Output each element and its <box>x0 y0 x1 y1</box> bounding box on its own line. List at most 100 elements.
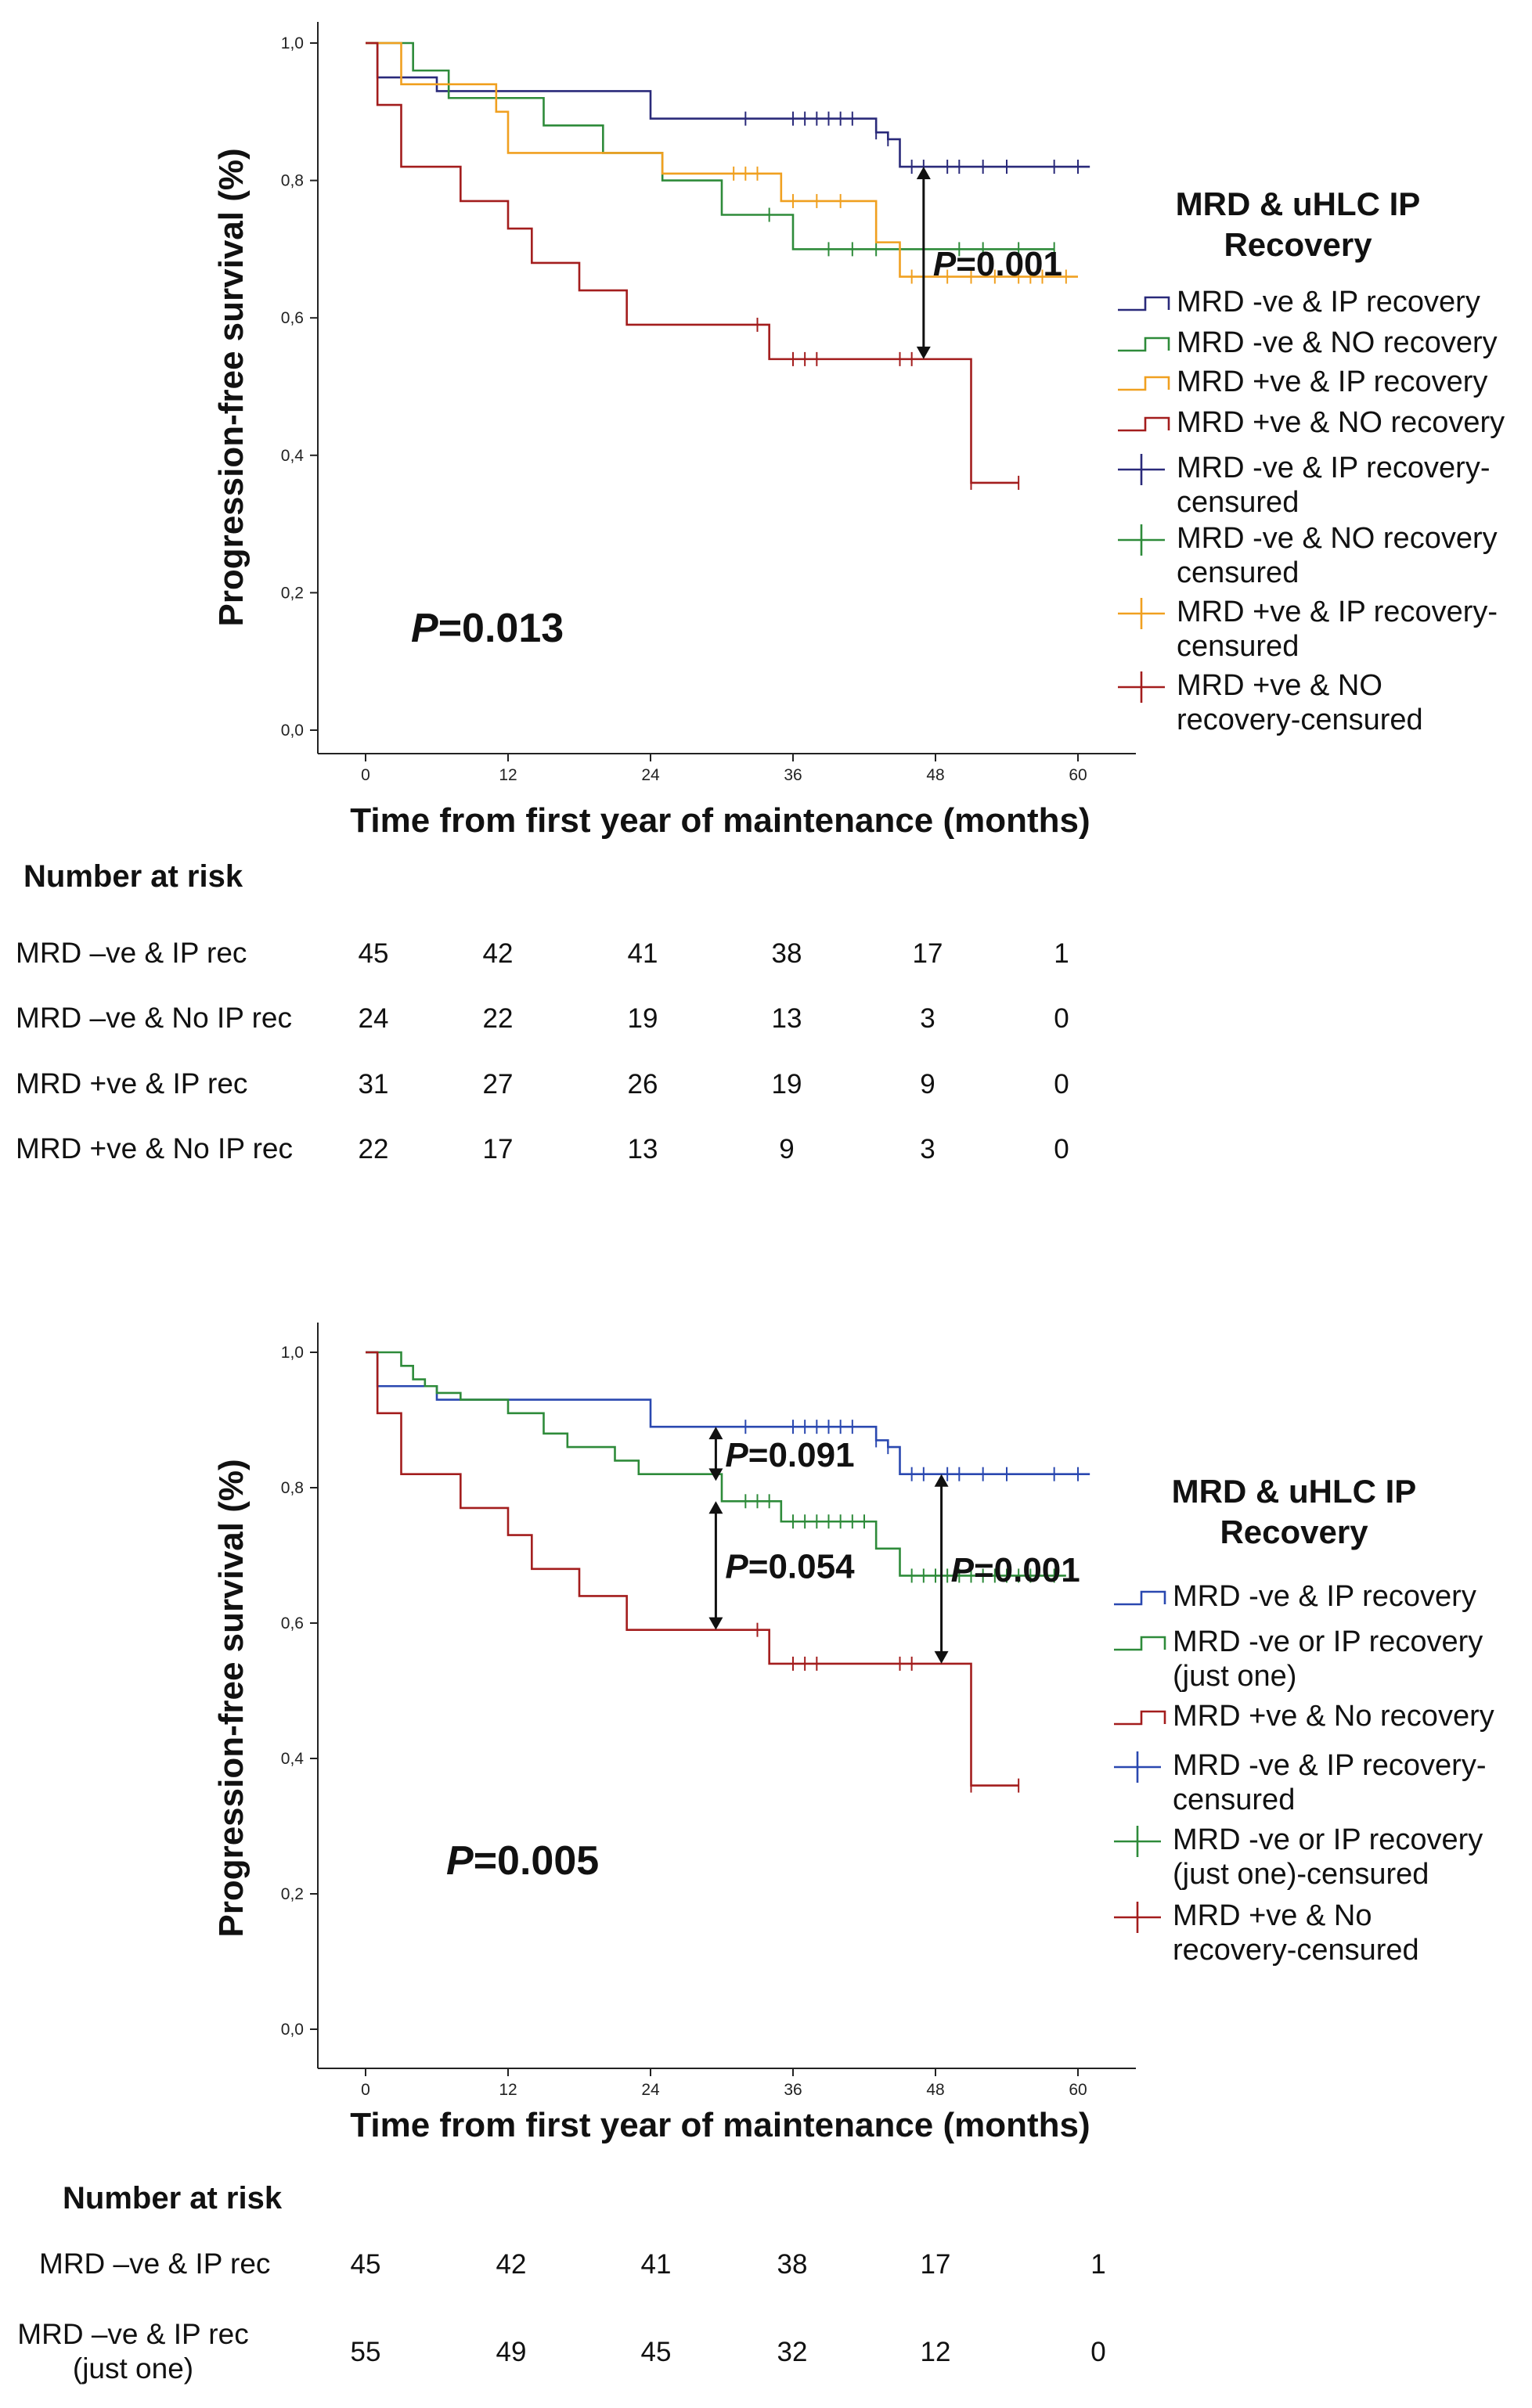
arrow-head-up <box>708 1501 723 1514</box>
comparison-p-value: P=0.091 <box>725 1436 854 1474</box>
legend-entry-label: MRD -ve & IP recovery- <box>1177 452 1490 484</box>
risk-count: 17 <box>913 938 943 969</box>
legend-line-swatch <box>1114 1590 1166 1606</box>
comparison-p-value: P=0.001 <box>933 245 1062 283</box>
x-tick-label: 0 <box>361 2081 370 2099</box>
risk-row-label: MRD +ve & IP rec <box>16 1067 247 1100</box>
y-tick-label: 0,6 <box>281 1614 304 1632</box>
x-tick-label: 36 <box>784 766 802 784</box>
series-a <box>366 41 1090 490</box>
x-tick-label: 0 <box>361 766 370 784</box>
risk-count: 49 <box>496 2337 527 2367</box>
risk-count: 0 <box>1054 1003 1069 1034</box>
legend-entry-label: censured <box>1177 556 1299 589</box>
comparison-p-value: P=0.001 <box>951 1551 1080 1589</box>
ticks-a: 0,0 0,2 0,4 0,6 0,8 1,0 0 12 24 36 48 60 <box>281 34 1087 784</box>
axes-a <box>317 22 1136 754</box>
legend-entry-label: MRD +ve & IP recovery- <box>1177 596 1498 628</box>
legend-entry-label: MRD +ve & No <box>1173 1899 1372 1932</box>
legend-entry-label: MRD +ve & NO recovery <box>1177 406 1505 439</box>
annotations-a: P=0.001 <box>916 167 1062 359</box>
legend-entry-label: MRD -ve & NO recovery <box>1177 522 1498 555</box>
risk-count: 32 <box>777 2337 808 2367</box>
risk-count: 55 <box>351 2337 381 2367</box>
ticks-b: 0,0 0,2 0,4 0,6 0,8 1,0 0 12 24 36 48 60 <box>281 1344 1087 2099</box>
risk-count: 38 <box>772 938 802 969</box>
legend-entry-label: MRD -ve & NO recovery <box>1177 326 1498 359</box>
y-tick-label: 0,2 <box>281 1885 304 1903</box>
legend-title: MRD & uHLC IP <box>1176 185 1421 222</box>
legend-entry-label: censured <box>1177 486 1299 519</box>
risk-count: 31 <box>359 1069 389 1100</box>
y-tick-label: 0,4 <box>281 447 305 465</box>
km-curve-mrd-ve-no-recovery <box>366 1351 1019 1787</box>
risk-row-label: MRD –ve & IP rec <box>17 2318 248 2350</box>
arrow-head-down <box>708 1617 723 1630</box>
legend-entry-label: MRD -ve & IP recovery <box>1173 1580 1476 1613</box>
risk-count: 22 <box>359 1134 389 1164</box>
x-tick-label: 24 <box>641 766 660 784</box>
legend-title: Recovery <box>1224 226 1372 263</box>
risk-count: 3 <box>920 1003 935 1034</box>
risk-table-title: Number at risk <box>63 2181 283 2215</box>
risk-count: 19 <box>628 1003 658 1034</box>
risk-count: 0 <box>1054 1069 1069 1100</box>
risk-count: 9 <box>920 1069 935 1100</box>
risk-row-label: MRD –ve & IP rec <box>16 937 247 969</box>
legend-entry-label: MRD +ve & No recovery <box>1173 1700 1494 1733</box>
risk-count: 0 <box>1090 2337 1105 2367</box>
y-tick-label: 0,8 <box>281 1479 304 1497</box>
x-tick-label: 48 <box>926 2081 944 2099</box>
arrow-head-down <box>708 1468 723 1481</box>
legend-entry-label: MRD -ve or IP recovery <box>1173 1625 1483 1658</box>
overall-p-value: P=0.013 <box>411 606 564 651</box>
risk-count: 38 <box>777 2249 808 2280</box>
legend-entry-label: MRD -ve & IP recovery <box>1177 286 1480 319</box>
y-tick-label: 1,0 <box>281 1344 304 1362</box>
km-panel-b: 0,0 0,2 0,4 0,6 0,8 1,0 0 12 24 36 48 60 Progressio… <box>0 1283 1532 2404</box>
annotations-b: P=0.091 P=0.054 P=0.001 <box>708 1427 1080 1664</box>
risk-count: 24 <box>359 1003 389 1034</box>
risk-row-label: MRD +ve & No IP rec <box>16 1132 293 1164</box>
risk-table-a: Number at risk MRD –ve & IP rec 45 42 41 38 17… <box>16 859 1069 1164</box>
risk-count: 45 <box>641 2337 672 2367</box>
x-tick-label: 60 <box>1069 766 1087 784</box>
legend-entry-label: (just one) <box>1173 1660 1296 1693</box>
risk-count: 1 <box>1090 2249 1105 2280</box>
km-curve-mrd-ve-or-ip-recovery-just-one <box>366 1351 1066 1577</box>
legend-entry-label: MRD -ve & IP recovery- <box>1173 1749 1486 1782</box>
km-panel-a: 0,0 0,2 0,4 0,6 0,8 1,0 0 12 24 36 48 60 Progressio… <box>0 0 1532 1190</box>
legend-title: MRD & uHLC IP <box>1172 1473 1417 1510</box>
km-chart-b: 0,0 0,2 0,4 0,6 0,8 1,0 0 12 24 36 48 60 Progressio… <box>17 1323 1494 2385</box>
legend-line-swatch <box>1114 1636 1166 1651</box>
arrow-head-down <box>934 1650 949 1664</box>
y-axis-label: Progression-free survival (%) <box>212 148 251 626</box>
km-curve-mrd-ve-ip-recovery <box>366 41 1090 168</box>
legend-b: MRD & uHLC IP Recovery MRD -ve & IP recove… <box>1114 1473 1494 1967</box>
axes-b <box>317 1323 1136 2069</box>
y-tick-label: 0,0 <box>281 2021 304 2039</box>
risk-row-label-sub: (just one) <box>73 2352 193 2385</box>
plot-area-b <box>318 1323 1136 2068</box>
legend-line-swatch <box>1114 1710 1166 1726</box>
arrow-head-up <box>916 167 931 180</box>
overall-p-value: P=0.005 <box>446 1838 599 1884</box>
y-axis-label: Progression-free survival (%) <box>212 1459 251 1937</box>
risk-count: 12 <box>921 2337 951 2367</box>
legend-entry-label: MRD -ve or IP recovery <box>1173 1823 1483 1856</box>
y-tick-label: 0,4 <box>281 1750 305 1768</box>
legend-line-swatch <box>1118 337 1170 352</box>
arrow-head-up <box>708 1427 723 1440</box>
legend-entry-label: censured <box>1173 1784 1295 1816</box>
risk-count: 45 <box>351 2249 381 2280</box>
legend-a: MRD & uHLC IP Recovery MRD -ve & IP recove… <box>1118 185 1505 736</box>
y-tick-label: 0,2 <box>281 584 304 602</box>
risk-count: 22 <box>483 1003 514 1034</box>
risk-count: 26 <box>628 1069 658 1100</box>
y-tick-label: 0,6 <box>281 309 304 327</box>
km-curve-mrd-ve-ip-recovery <box>366 1351 1090 1475</box>
risk-count: 17 <box>483 1134 514 1164</box>
arrow-head-down <box>916 346 931 359</box>
legend-line-swatch <box>1118 296 1170 311</box>
legend-entry-label: MRD +ve & IP recovery <box>1177 365 1487 398</box>
